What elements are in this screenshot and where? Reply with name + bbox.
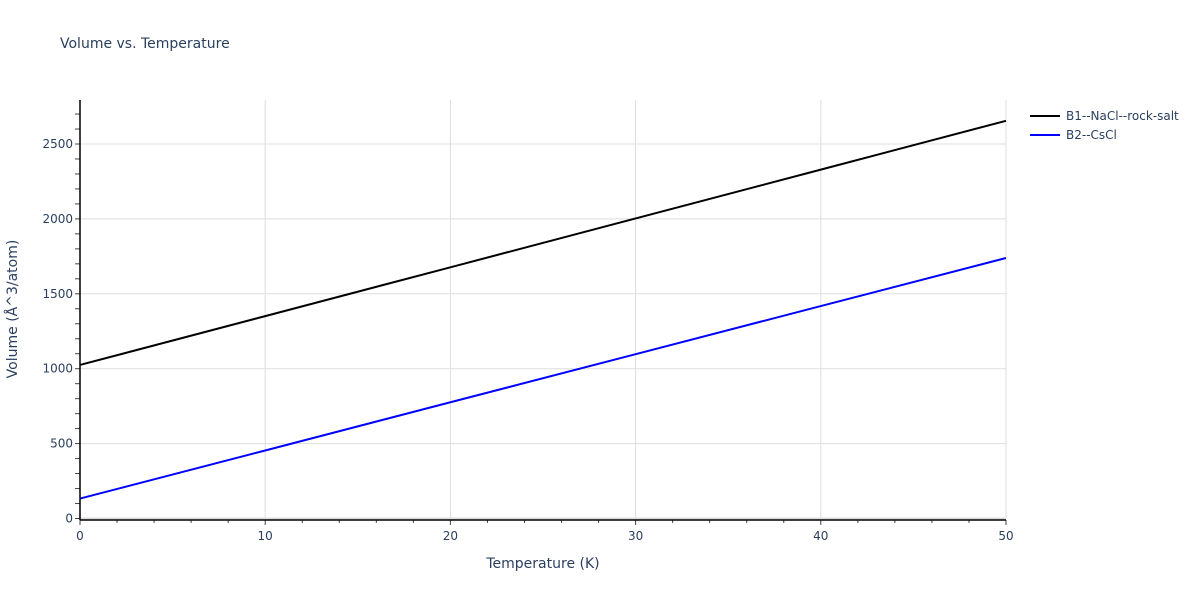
chart-title: Volume vs. Temperature xyxy=(60,36,230,52)
y-tick-label: 2500 xyxy=(42,137,73,151)
legend-item-b1[interactable]: B1--NaCl--rock-salt xyxy=(1030,106,1179,125)
x-tick-label: 10 xyxy=(258,529,273,543)
x-tick-label: 30 xyxy=(628,529,643,543)
y-tick-label: 0 xyxy=(65,512,73,526)
x-axis-title: Temperature (K) xyxy=(485,556,599,572)
x-tick-label: 0 xyxy=(76,529,84,543)
legend-item-b2[interactable]: B2--CsCl xyxy=(1030,125,1179,144)
series-line-1[interactable] xyxy=(79,119,1007,366)
y-tick-label: 1000 xyxy=(42,362,73,376)
series-line-2[interactable] xyxy=(79,257,1007,500)
legend-swatch-b1 xyxy=(1030,114,1060,117)
y-tick-label: 2000 xyxy=(42,212,73,226)
y-axis-title: Volume (Å^3/atom) xyxy=(4,240,21,379)
legend: B1--NaCl--rock-salt B2--CsCl xyxy=(1030,106,1179,144)
legend-label-b1: B1--NaCl--rock-salt xyxy=(1066,108,1179,123)
legend-label-b2: B2--CsCl xyxy=(1066,127,1117,142)
x-tick-label: 20 xyxy=(443,529,458,543)
y-tick-label: 1500 xyxy=(42,287,73,301)
data-series xyxy=(79,119,1007,500)
gridlines xyxy=(80,100,1007,520)
x-tick-label: 50 xyxy=(998,529,1013,543)
y-tick-label: 500 xyxy=(50,437,73,451)
legend-swatch-b2 xyxy=(1030,133,1060,136)
x-tick-label: 40 xyxy=(813,529,828,543)
